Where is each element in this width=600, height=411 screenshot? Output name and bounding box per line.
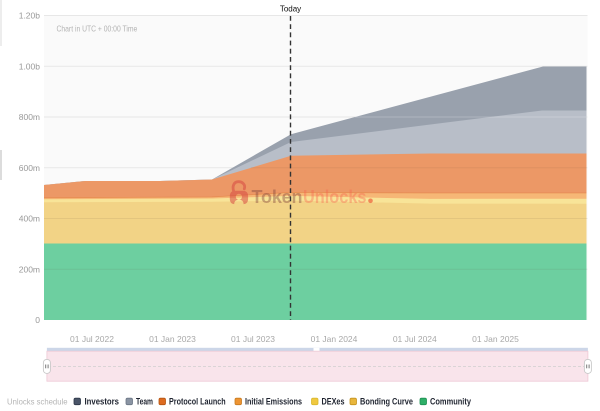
svg-text:DEXes: DEXes bbox=[322, 396, 345, 406]
svg-text:Token: Token bbox=[252, 187, 303, 207]
svg-text:Investors: Investors bbox=[85, 396, 120, 406]
svg-text:01 Jan 2023: 01 Jan 2023 bbox=[149, 334, 196, 344]
svg-text:0: 0 bbox=[35, 315, 40, 325]
svg-text:400m: 400m bbox=[19, 214, 40, 224]
svg-text:Protocol Launch: Protocol Launch bbox=[169, 396, 226, 406]
svg-text:1.20b: 1.20b bbox=[19, 11, 41, 21]
svg-text:01 Jul 2022: 01 Jul 2022 bbox=[70, 334, 114, 344]
svg-text:800m: 800m bbox=[19, 112, 40, 122]
svg-text:Chart in UTC + 00:00 Time: Chart in UTC + 00:00 Time bbox=[57, 23, 138, 33]
svg-text:01 Jul 2023: 01 Jul 2023 bbox=[231, 334, 275, 344]
svg-text:Community: Community bbox=[430, 396, 471, 406]
svg-text:01 Jul 2024: 01 Jul 2024 bbox=[393, 334, 437, 344]
svg-text:600m: 600m bbox=[19, 163, 40, 173]
svg-text:Unlocks schedule: Unlocks schedule bbox=[7, 396, 68, 406]
svg-text:01 Jan 2024: 01 Jan 2024 bbox=[311, 334, 358, 344]
svg-text:Initial Emissions: Initial Emissions bbox=[245, 396, 302, 406]
svg-text:Bonding Curve: Bonding Curve bbox=[360, 396, 413, 406]
svg-text:Today: Today bbox=[280, 4, 301, 13]
svg-text:Team: Team bbox=[136, 396, 153, 406]
svg-text:1.00b: 1.00b bbox=[19, 61, 41, 71]
svg-text:Unlocks: Unlocks bbox=[303, 187, 367, 207]
svg-text:200m: 200m bbox=[19, 264, 40, 274]
svg-text:01 Jan 2025: 01 Jan 2025 bbox=[472, 334, 519, 344]
